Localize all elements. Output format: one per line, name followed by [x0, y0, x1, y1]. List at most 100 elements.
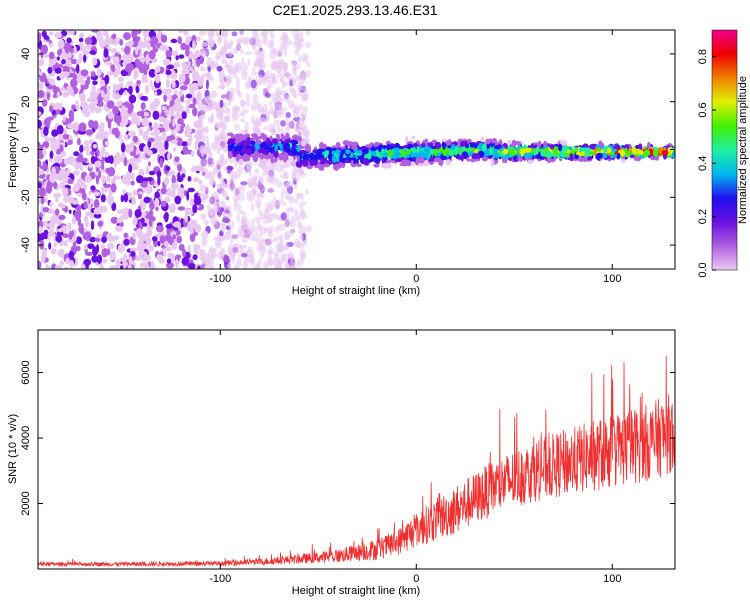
- spectrogram-cell: [288, 120, 295, 129]
- spectrogram-cell: [168, 203, 176, 214]
- spectrogram-cell: [517, 156, 523, 161]
- spectrogram-cell: [53, 181, 58, 190]
- spectrogram-cell: [275, 66, 283, 74]
- spectrogram-cell: [39, 71, 43, 76]
- spectrogram-cell: [382, 151, 388, 158]
- spectrogram-cell: [406, 148, 411, 156]
- spectrogram-cell: [166, 187, 172, 197]
- spectrogram-cell: [279, 233, 283, 243]
- spectrogram-cell: [268, 101, 272, 106]
- spectrogram-cell: [167, 88, 172, 94]
- spectrogram-cell: [148, 244, 154, 252]
- spectrogram-cell: [275, 181, 284, 188]
- spectrogram-cell: [112, 105, 119, 116]
- spectrogram-cell: [166, 64, 175, 70]
- spectrogram-cell: [103, 183, 112, 188]
- spectrogram-cell: [294, 177, 300, 182]
- spectrogram-cell: [113, 56, 120, 66]
- colorbar-tick-label: 0.0: [697, 262, 709, 277]
- spectrogram-cell: [68, 117, 72, 124]
- spectrogram-cell: [40, 204, 45, 215]
- spectrogram-cell: [296, 258, 301, 268]
- spectrogram-cell: [135, 46, 139, 56]
- spectrogram-cell: [61, 71, 70, 77]
- spectrogram-cell: [316, 150, 323, 156]
- spectrogram-cell: [303, 91, 309, 101]
- spectrogram-cell: [275, 133, 280, 138]
- spectrogram-cell: [268, 146, 273, 153]
- spectrogram-ytick-label: -40: [20, 237, 32, 253]
- spectrogram-cell: [136, 118, 141, 126]
- spectrogram-cell: [105, 36, 109, 45]
- spectrogram-cell: [76, 63, 80, 74]
- snr-xlabel: Height of straight line (km): [292, 585, 420, 597]
- spectrogram-cell: [93, 191, 101, 197]
- spectrogram-cell: [273, 150, 279, 158]
- spectrogram-cell: [51, 109, 57, 115]
- spectrogram-cell: [183, 30, 189, 36]
- spectrogram-cell: [173, 62, 181, 69]
- spectrogram-cell: [420, 156, 425, 164]
- spectrogram-cell: [285, 112, 291, 119]
- spectrogram-cell: [100, 194, 106, 203]
- spectrogram-cell: [133, 145, 137, 153]
- spectrogram-cell: [55, 208, 60, 216]
- spectrogram-cell: [147, 149, 153, 156]
- spectrogram-cell: [207, 259, 214, 269]
- spectrogram-cell: [657, 147, 663, 154]
- spectrogram-cell: [62, 173, 69, 184]
- spectrogram-cell: [159, 44, 168, 52]
- spectrogram-cell: [189, 66, 194, 71]
- spectrogram-cell: [77, 217, 82, 227]
- spectrogram-cell: [42, 141, 50, 149]
- spectrogram-cell: [471, 147, 476, 152]
- spectrogram-cell: [612, 145, 620, 149]
- spectrogram-cell: [247, 180, 254, 188]
- spectrogram-cell: [219, 99, 224, 108]
- spectrogram-cell: [129, 247, 138, 253]
- spectrogram-cell: [149, 80, 153, 87]
- spectrogram-cell: [251, 30, 258, 37]
- spectrogram-cell: [265, 238, 272, 246]
- spectrogram-cell: [92, 246, 98, 256]
- spectrogram-cell: [75, 245, 81, 252]
- spectrogram-cell: [282, 90, 288, 95]
- spectrogram-cell: [562, 145, 568, 153]
- spectrogram-cell: [226, 64, 233, 71]
- spectrogram-cell: [165, 165, 171, 172]
- spectrogram-cell: [238, 145, 245, 149]
- spectrogram-cell: [169, 100, 175, 106]
- spectrogram-cell: [54, 264, 63, 269]
- spectrogram-cell: [525, 147, 530, 153]
- spectrogram-cell: [298, 219, 302, 230]
- spectrogram-cell: [60, 52, 65, 59]
- spectrogram-cell: [294, 75, 301, 82]
- spectrogram-cell: [59, 102, 63, 112]
- spectrogram-cell: [177, 206, 186, 211]
- spectrogram-cell: [224, 258, 231, 264]
- spectrogram-cell: [163, 120, 171, 126]
- spectrogram-cell: [217, 84, 226, 90]
- spectrogram-cell: [235, 66, 243, 74]
- spectrogram-cell: [244, 133, 251, 138]
- spectrogram-cell: [276, 111, 284, 116]
- spectrogram-cell: [283, 202, 287, 207]
- spectrogram-cell: [75, 157, 84, 163]
- spectrogram-cell: [221, 58, 227, 65]
- spectrogram-cell: [76, 59, 82, 64]
- spectrogram-cell: [109, 251, 116, 261]
- spectrogram-cell: [134, 36, 138, 42]
- spectrogram-cell: [154, 91, 158, 97]
- spectrogram-cell: [152, 110, 160, 120]
- spectrogram-cell: [582, 156, 588, 162]
- spectrogram-cell: [255, 230, 259, 239]
- spectrogram-cell: [167, 152, 171, 161]
- spectrogram-cell: [647, 141, 651, 149]
- spectrogram-cell: [276, 200, 284, 205]
- spectrogram-cell: [247, 225, 254, 235]
- spectrogram-cell: [140, 217, 145, 224]
- spectrogram-cell: [285, 132, 290, 140]
- spectrogram-cell: [175, 254, 182, 259]
- spectrogram-cell: [56, 91, 61, 99]
- spectrogram-cell: [546, 150, 552, 159]
